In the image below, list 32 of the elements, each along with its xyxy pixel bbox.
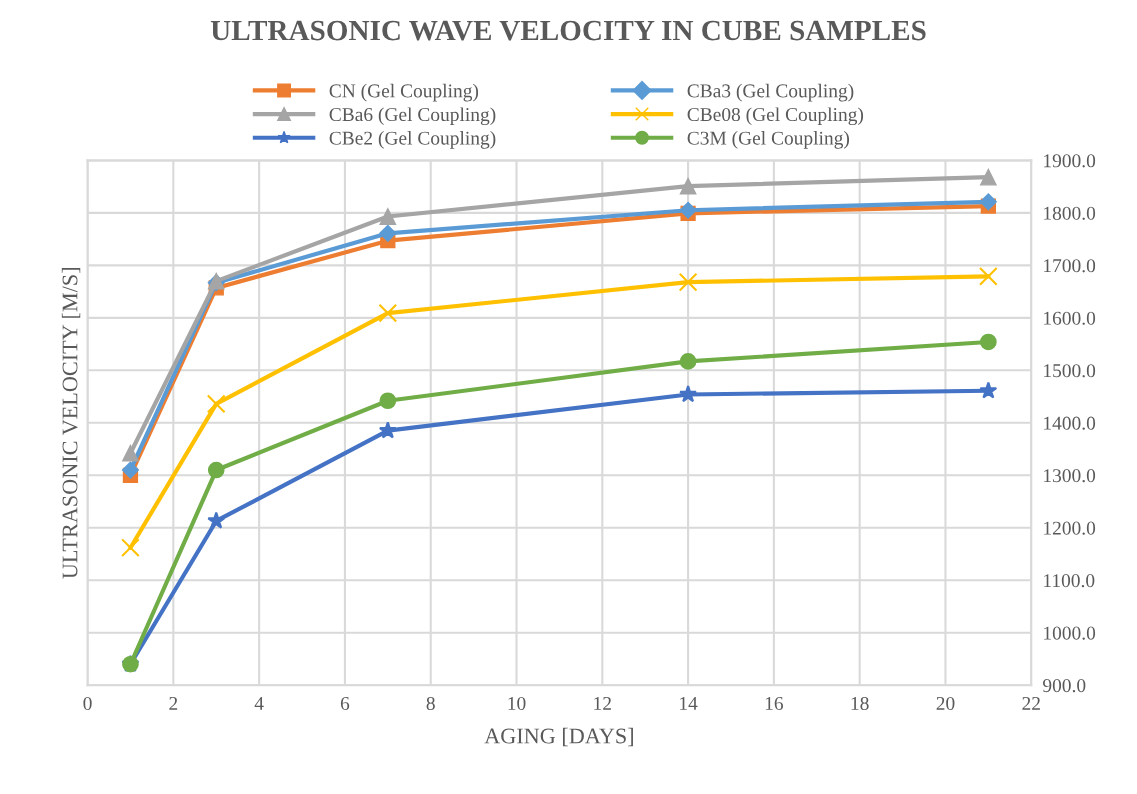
y-tick-label: 1000.0 — [1044, 626, 1096, 640]
legend-label: CN (Gel Coupling) — [329, 83, 479, 102]
x-tick-label: 4 — [254, 697, 264, 710]
x-tick-label: 6 — [340, 696, 350, 711]
x-tick-label: 16 — [765, 696, 784, 711]
y-tick-label: 1800.0 — [1044, 206, 1096, 220]
chart-title: ULTRASONIC WAVE VELOCITY IN CUBE SAMPLES — [210, 20, 926, 41]
x-tick-label: 18 — [851, 696, 869, 711]
legend-label: CBa6 (Gel Coupling) — [329, 107, 496, 126]
y-tick-label: 1900.0 — [1044, 154, 1096, 168]
y-axis-title: ULTRASONIC VELOCITY [M/S] — [61, 268, 81, 579]
legend-label: CBe2 (Gel Coupling) — [329, 131, 496, 149]
legend-label: CBe08 (Gel Coupling) — [687, 107, 864, 126]
y-tick-label: 900.0 — [1043, 679, 1086, 693]
legend-label: CBa3 (Gel Coupling) — [687, 83, 854, 102]
y-tick-label: 1200.0 — [1044, 521, 1096, 535]
y-tick-label: 1600.0 — [1044, 311, 1096, 325]
y-tick-label: 1100.0 — [1044, 574, 1095, 588]
y-tick-label: 1400.0 — [1044, 416, 1096, 430]
x-tick-label: 0 — [83, 696, 92, 711]
x-tick-label: 2 — [169, 696, 178, 710]
y-tick-label: 1300.0 — [1044, 469, 1096, 483]
legend-label: C3M (Gel Coupling) — [687, 131, 850, 149]
x-tick-label: 10 — [508, 696, 526, 711]
x-tick-label: 14 — [680, 696, 698, 710]
x-tick-label: 8 — [426, 696, 435, 711]
x-tick-label: 20 — [936, 696, 955, 711]
y-tick-label: 1500.0 — [1044, 364, 1096, 378]
x-tick-label: 22 — [1022, 696, 1040, 710]
x-tick-label: 12 — [594, 696, 611, 710]
x-axis-title: AGING [DAYS] — [484, 727, 633, 747]
y-tick-label: 1700.0 — [1044, 259, 1096, 273]
